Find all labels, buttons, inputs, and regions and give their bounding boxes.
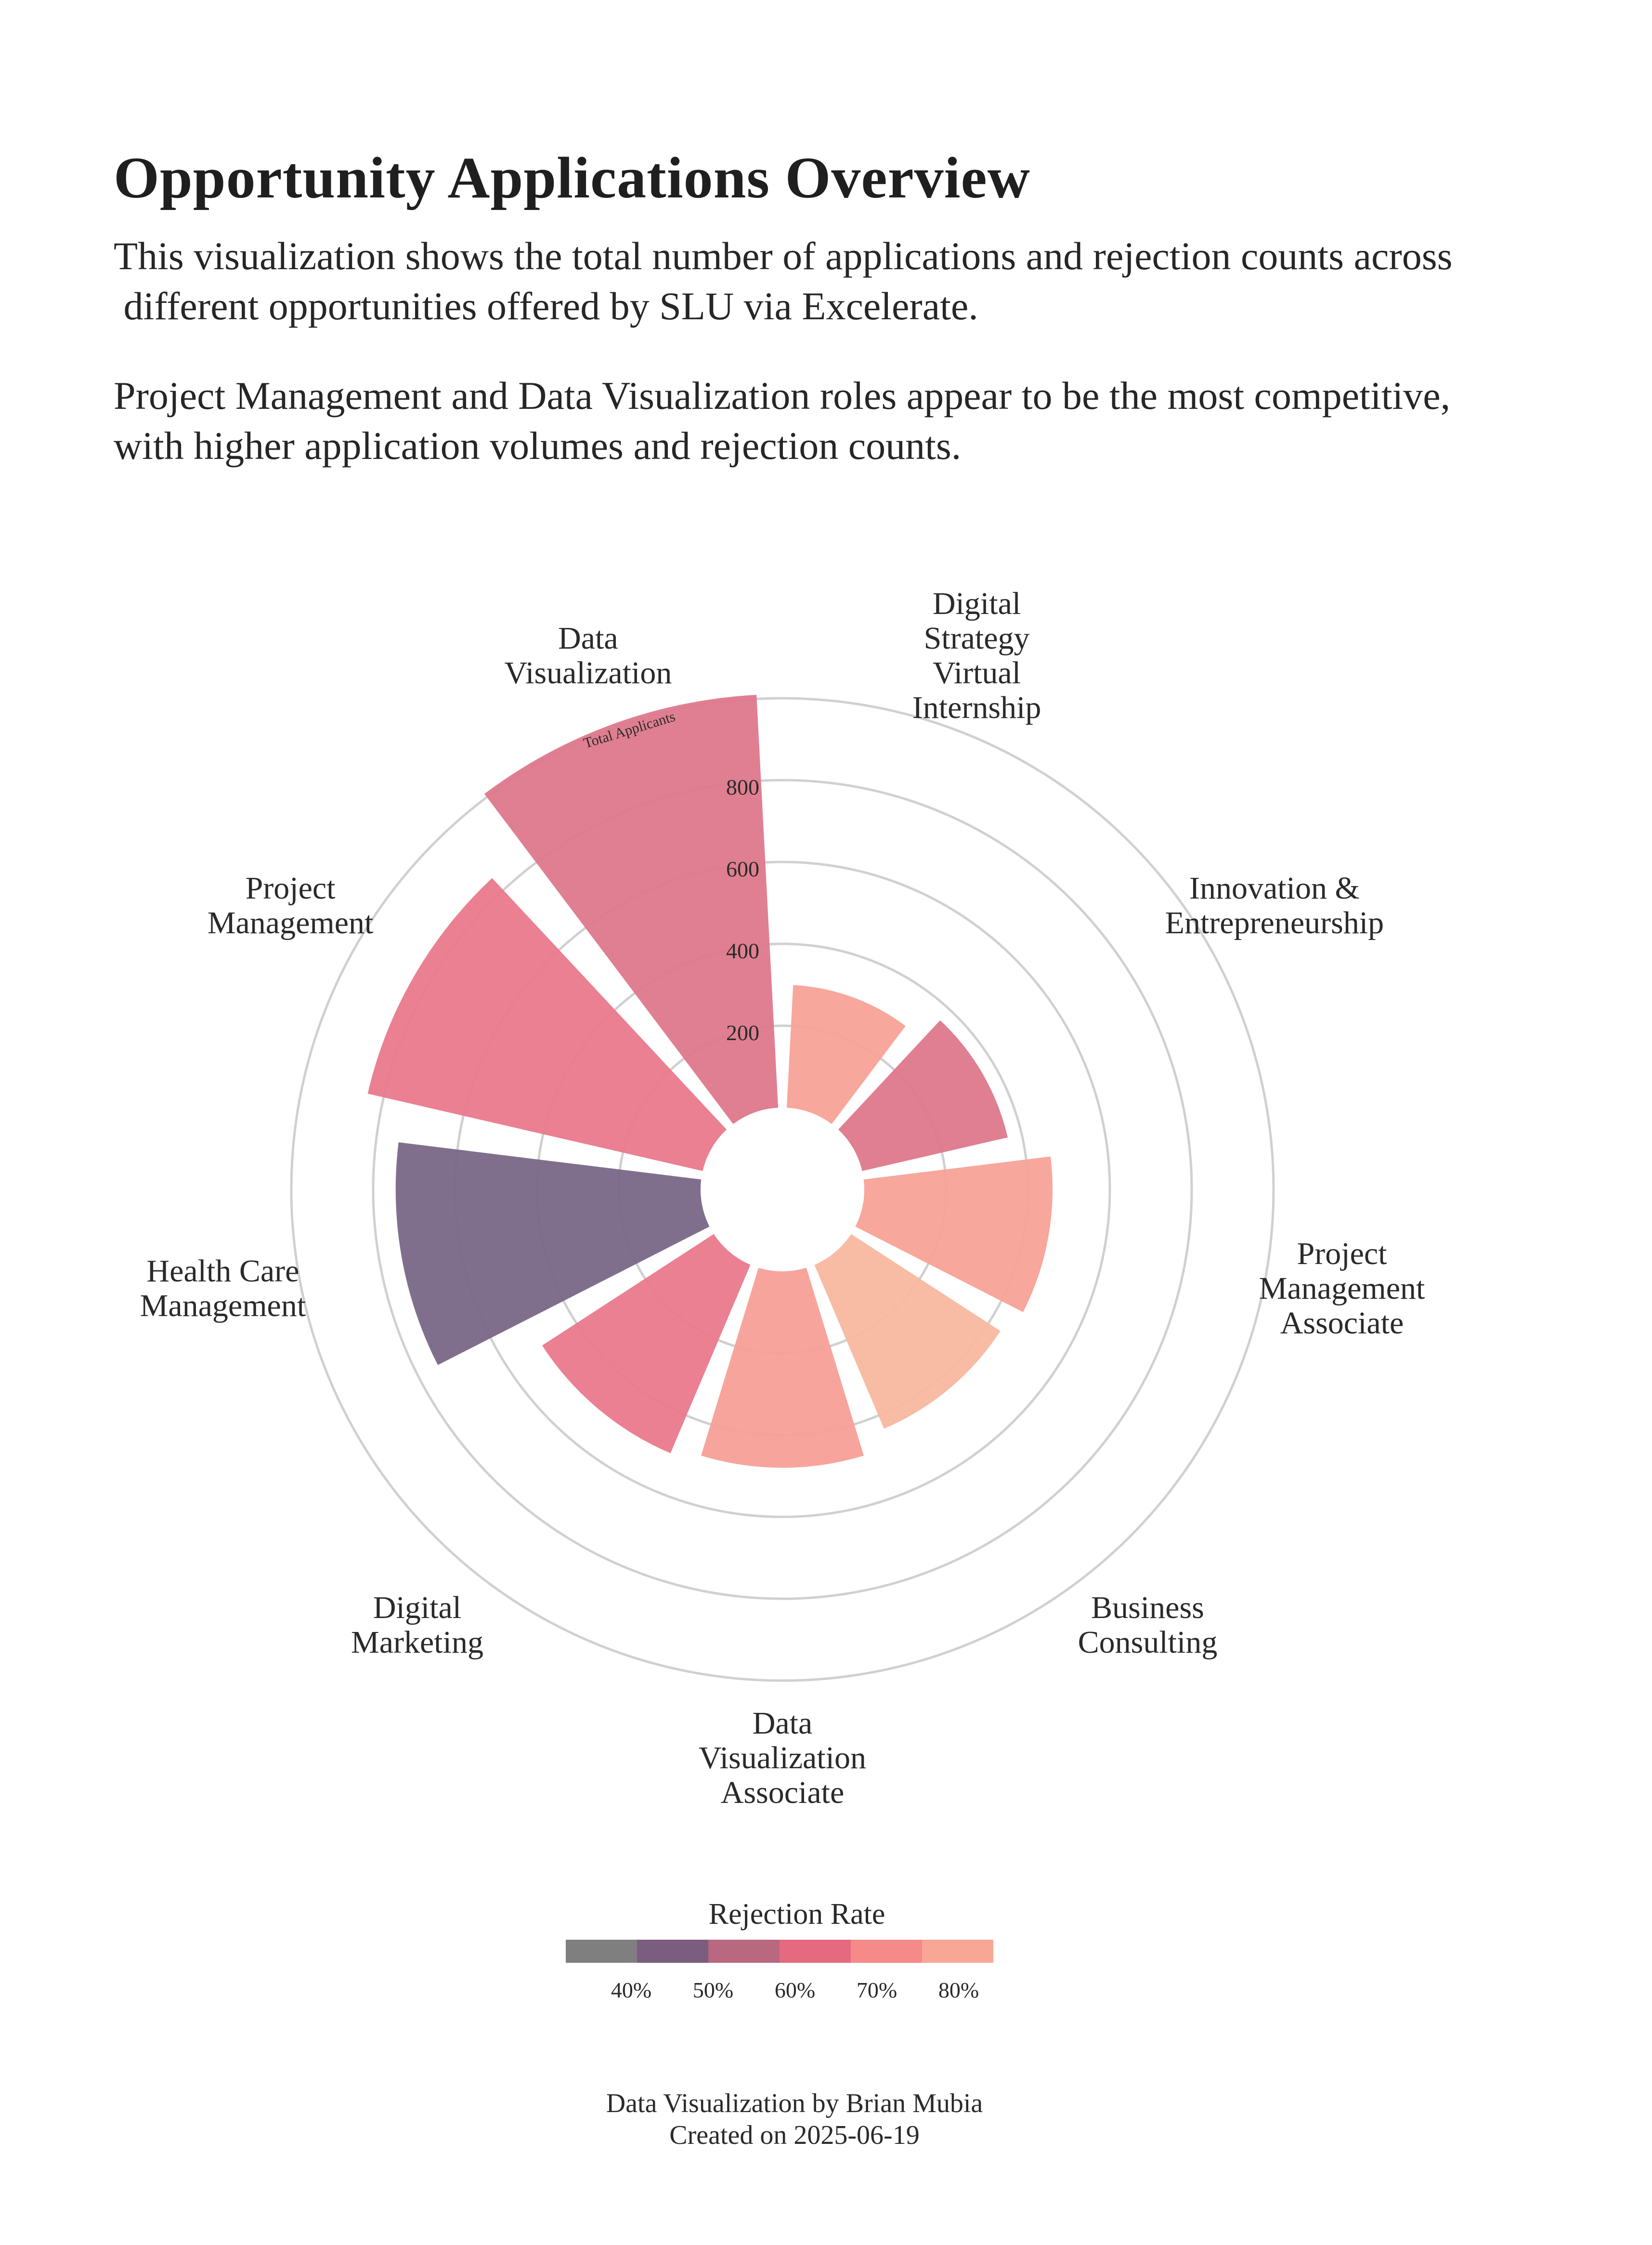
category-label-4-line-1: Business (1091, 1590, 1204, 1625)
gridline-800 (372, 779, 1193, 1600)
bar-4 (814, 1234, 1001, 1429)
subtitle-line-1: This visualization shows the total numbe… (114, 234, 1453, 278)
tick-label-800: 800 (726, 775, 759, 799)
legend-swatch-1 (566, 1940, 637, 1963)
insight-text: Project Management and Data Visualizatio… (114, 371, 1606, 471)
credit-date: Created on 2025-06-19 (669, 2120, 920, 2150)
legend-swatch-2 (637, 1940, 708, 1963)
category-label-1-line-3: Virtual (933, 655, 1021, 691)
category-label-5-line-2: Visualization (699, 1740, 866, 1775)
legend-swatch-5 (851, 1940, 922, 1963)
legend-tick-4: 70% (857, 1978, 897, 2002)
bar-8 (367, 878, 727, 1171)
category-label-8-line-2: Management (208, 905, 374, 940)
legend-swatch-3 (708, 1940, 780, 1963)
legend-swatch-6 (922, 1940, 993, 1963)
bar-3 (855, 1156, 1053, 1312)
category-label-9-line-1: Data (558, 621, 618, 656)
insight-line-2: with higher application volumes and reje… (114, 424, 962, 468)
category-label-2-line-1: Innovation & (1189, 871, 1360, 906)
credit-author: Data Visualization by Brian Mubia (606, 2088, 983, 2118)
category-label-1-line-2: Strategy (924, 621, 1030, 656)
category-labels: DigitalStrategyVirtualInternshipInnovati… (140, 586, 1425, 1810)
credit: Data Visualization by Brian Mubia Create… (0, 2088, 1589, 2151)
legend-swatch-4 (780, 1940, 851, 1963)
category-label-5-line-1: Data (753, 1706, 813, 1741)
category-label-1-line-1: Digital (933, 586, 1021, 621)
category-label-6-line-1: Digital (373, 1590, 461, 1625)
legend-tick-3: 60% (775, 1978, 815, 2002)
category-label-6-line-2: Marketing (351, 1625, 483, 1660)
category-label-7-line-2: Management (140, 1288, 306, 1323)
legend: Rejection Rate 40% 50% 60% 70% 80% (566, 1898, 993, 2002)
category-label-4-line-2: Consulting (1078, 1625, 1218, 1660)
tick-label-600: 600 (726, 857, 759, 881)
bar-7 (395, 1142, 710, 1365)
bars (367, 694, 1053, 1468)
tick-label-400: 400 (726, 939, 759, 963)
category-label-3-line-3: Associate (1280, 1305, 1404, 1341)
category-label-3-line-1: Project (1297, 1236, 1387, 1271)
subtitle-line-2: different opportunities offered by SLU v… (114, 284, 978, 328)
category-label-5-line-3: Associate (721, 1775, 845, 1810)
category-label-2-line-2: Entrepreneurship (1165, 905, 1384, 940)
bar-9 (484, 694, 779, 1124)
category-label-1-line-4: Internship (912, 690, 1041, 725)
category-label-8-line-1: Project (246, 871, 336, 906)
bar-1 (786, 985, 906, 1124)
legend-tick-2: 50% (693, 1978, 733, 2002)
bar-5 (701, 1267, 864, 1468)
legend-title: Rejection Rate (709, 1898, 885, 1931)
legend-tick-5: 80% (938, 1978, 979, 2002)
tick-label-200: 200 (726, 1020, 759, 1045)
bar-2 (838, 1020, 1008, 1171)
bar-6 (542, 1234, 751, 1453)
page-title: Opportunity Applications Overview (114, 145, 1030, 210)
legend-tick-1: 40% (611, 1978, 651, 2002)
category-label-9-line-2: Visualization (504, 655, 672, 691)
category-label-7-line-1: Health Care (146, 1253, 299, 1289)
gridline-1000 (290, 697, 1275, 1682)
subtitle: This visualization shows the total numbe… (114, 231, 1606, 331)
insight-line-1: Project Management and Data Visualizatio… (114, 374, 1451, 418)
category-label-3-line-2: Management (1259, 1271, 1425, 1306)
